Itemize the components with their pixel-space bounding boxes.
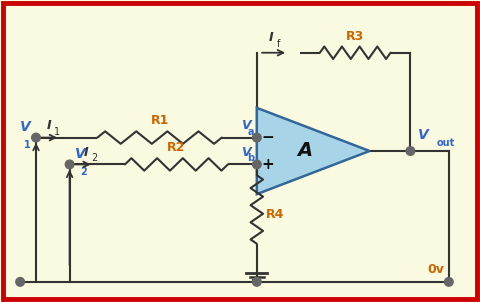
Circle shape [252,133,261,142]
Text: 2: 2 [91,153,97,163]
Circle shape [252,160,261,169]
Circle shape [252,278,261,286]
Text: V: V [20,120,30,134]
Text: I: I [47,119,52,132]
Text: V: V [241,119,251,132]
Text: −: − [261,130,274,145]
Text: I: I [84,146,89,159]
Text: V: V [75,146,86,161]
Text: V: V [241,146,251,159]
Circle shape [65,160,74,169]
Text: R3: R3 [346,30,364,43]
Text: A: A [297,142,312,160]
Polygon shape [257,108,370,194]
Text: a: a [248,127,254,137]
Text: 1: 1 [54,127,60,137]
Text: 0v: 0v [427,263,444,276]
Text: I: I [269,31,274,44]
Text: R2: R2 [167,141,186,154]
Text: b: b [247,153,254,163]
Text: f: f [277,39,280,49]
Circle shape [16,278,24,286]
Text: R1: R1 [150,114,169,127]
Text: 2: 2 [80,167,87,177]
Text: V: V [418,128,428,142]
Text: R4: R4 [265,208,284,221]
Text: 1: 1 [24,140,30,150]
Text: out: out [437,138,455,148]
Circle shape [32,133,40,142]
Circle shape [406,147,415,155]
Circle shape [444,278,453,286]
Text: +: + [261,157,274,172]
